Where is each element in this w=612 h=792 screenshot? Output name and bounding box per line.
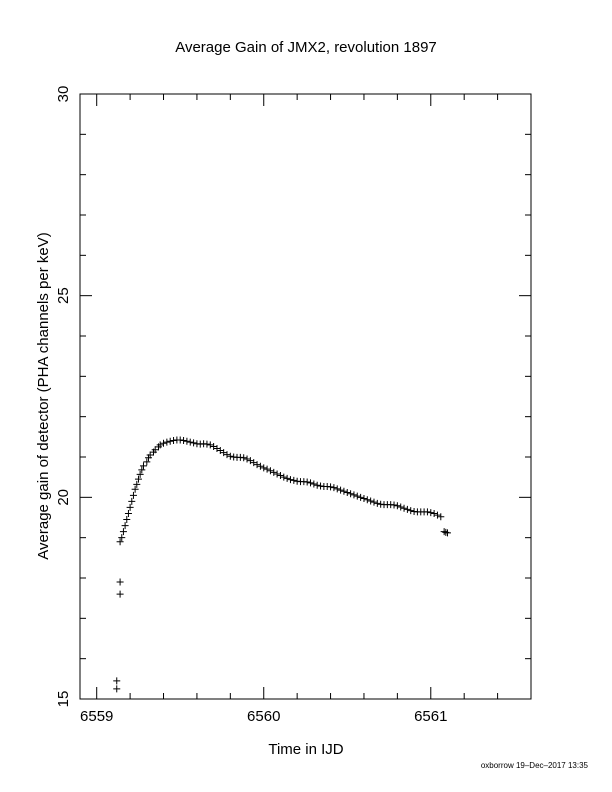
data-point	[190, 439, 198, 447]
data-point	[440, 528, 448, 536]
data-point	[163, 438, 171, 446]
data-point	[119, 528, 127, 536]
x-tick-label: 6560	[247, 708, 280, 725]
data-point	[343, 488, 351, 496]
data-point	[183, 437, 191, 445]
data-point	[116, 590, 124, 598]
data-point	[113, 685, 121, 693]
y-tick-label: 20	[55, 489, 72, 506]
data-point	[400, 504, 408, 512]
data-point	[443, 529, 451, 537]
x-axis-ticks	[96, 94, 532, 699]
data-point	[118, 534, 126, 542]
data-point	[390, 501, 398, 509]
data-point	[367, 497, 375, 505]
data-point	[310, 480, 318, 488]
data-point	[370, 498, 378, 506]
data-point	[397, 503, 405, 511]
x-tick-label: 6561	[414, 708, 447, 725]
footer-credit: oxborrow 19–Dec–2017 13:35	[481, 761, 589, 770]
data-point	[286, 476, 294, 484]
data-point	[139, 462, 147, 470]
data-point	[226, 452, 234, 460]
x-axis-tick-labels: 6559 6560 6561	[80, 708, 447, 725]
data-point	[260, 464, 268, 472]
data-point	[223, 451, 231, 459]
data-point	[360, 495, 368, 503]
data-point	[407, 507, 415, 515]
data-point	[340, 487, 348, 495]
data-point	[427, 509, 435, 517]
data-point	[253, 461, 261, 469]
data-point	[393, 502, 401, 510]
data-point	[180, 436, 188, 444]
data-point	[126, 503, 134, 511]
data-point	[166, 437, 174, 445]
y-axis-tick-labels: 15 20 25 30	[55, 86, 72, 708]
data-point	[276, 472, 284, 480]
data-points	[113, 436, 451, 693]
data-point	[203, 440, 211, 448]
data-point	[303, 478, 311, 486]
data-point	[263, 465, 271, 473]
data-point	[357, 493, 365, 501]
data-point	[186, 438, 194, 446]
y-axis-ticks	[80, 93, 531, 700]
data-point	[330, 484, 338, 492]
data-point	[347, 490, 355, 498]
data-point	[128, 497, 136, 505]
data-point	[307, 479, 315, 487]
data-point	[363, 496, 371, 504]
data-point	[116, 538, 124, 546]
data-point	[327, 483, 335, 491]
data-point	[123, 516, 131, 524]
data-point	[333, 485, 341, 493]
data-point	[423, 508, 431, 516]
data-point	[113, 677, 121, 685]
y-axis-label: Average gain of detector (PHA channels p…	[35, 232, 52, 559]
data-point	[437, 513, 445, 521]
data-point	[138, 466, 146, 474]
y-tick-label: 30	[55, 86, 72, 103]
data-point	[430, 509, 438, 517]
x-axis-label: Time in IJD	[268, 741, 343, 758]
data-point	[243, 455, 251, 463]
data-point	[290, 476, 298, 484]
data-point	[283, 474, 291, 482]
data-point	[337, 486, 345, 494]
x-tick-label: 6559	[80, 708, 113, 725]
data-point	[353, 492, 361, 500]
data-point	[273, 470, 281, 478]
data-point	[129, 491, 137, 499]
data-point	[156, 441, 164, 449]
data-point	[121, 522, 129, 530]
data-point	[373, 499, 381, 507]
data-point	[313, 481, 321, 489]
data-point	[280, 473, 288, 481]
data-point	[160, 439, 168, 447]
data-point	[143, 458, 151, 466]
chart-title: Average Gain of JMX2, revolution 1897	[175, 39, 437, 56]
data-point	[124, 509, 132, 517]
data-point	[270, 468, 278, 476]
data-point	[116, 578, 124, 586]
data-point	[433, 511, 441, 519]
data-point	[266, 467, 274, 475]
data-point	[206, 441, 214, 449]
y-tick-label: 25	[55, 287, 72, 304]
data-point	[131, 485, 139, 493]
data-point	[256, 462, 264, 470]
data-point	[134, 475, 142, 483]
data-point	[403, 505, 411, 513]
data-point	[240, 454, 248, 462]
data-point	[133, 480, 141, 488]
y-tick-label: 15	[55, 691, 72, 708]
plot-area	[79, 93, 532, 700]
data-point	[136, 470, 144, 478]
data-point	[350, 491, 358, 499]
